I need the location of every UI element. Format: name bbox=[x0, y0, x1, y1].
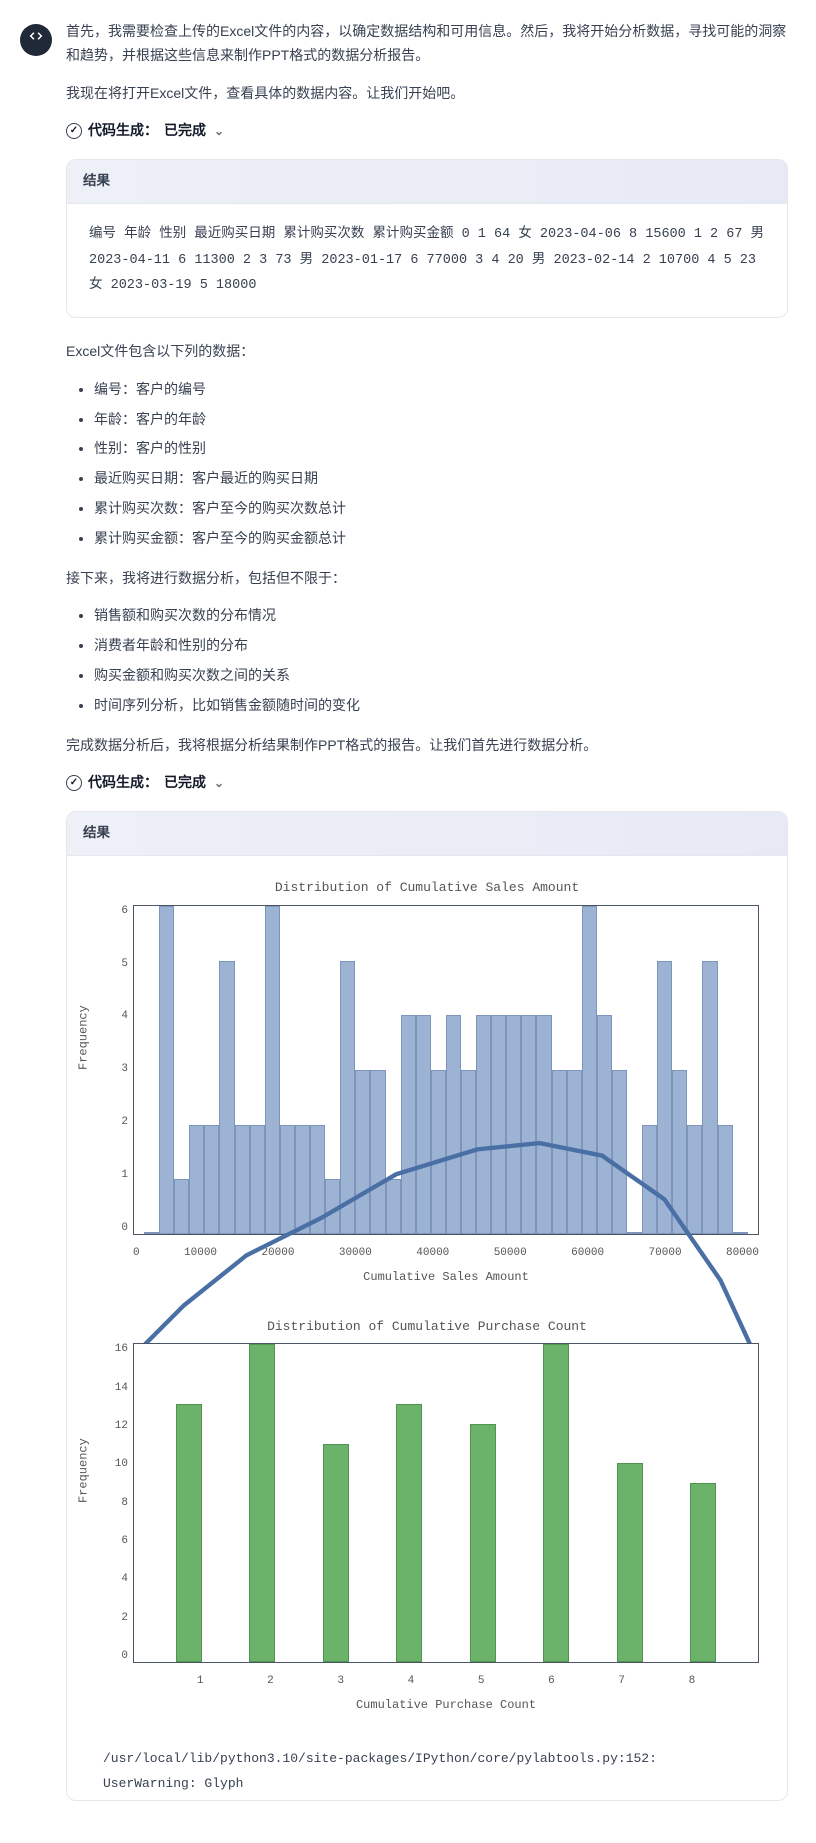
chart-bars bbox=[134, 906, 758, 1234]
list-item: 累计购买次数：客户至今的购买次数总计 bbox=[94, 497, 788, 521]
y-axis-ticks: 0246810121416 bbox=[94, 1344, 128, 1662]
codegen-done: 已完成 bbox=[164, 119, 206, 143]
chart-bars bbox=[134, 1344, 758, 1662]
y-axis-label: Frequency bbox=[73, 1005, 96, 1070]
check-icon: ✓ bbox=[66, 775, 82, 791]
list-item: 消费者年龄和性别的分布 bbox=[94, 634, 788, 658]
result-box-charts: 结果 Distribution of Cumulative Sales Amou… bbox=[66, 811, 788, 1801]
assistant-paragraph: 我现在将打开Excel文件，查看具体的数据内容。让我们开始吧。 bbox=[66, 82, 788, 106]
list-item: 年龄：客户的年龄 bbox=[94, 408, 788, 432]
result-header: 结果 bbox=[67, 160, 787, 204]
next-intro: 接下来，我将进行数据分析，包括但不限于： bbox=[66, 567, 788, 591]
codegen-status[interactable]: ✓ 代码生成： 已完成 ⌄ bbox=[66, 119, 788, 143]
list-item: 时间序列分析，比如销售金额随时间的变化 bbox=[94, 694, 788, 718]
codegen-label: 代码生成： bbox=[88, 119, 158, 143]
codegen-done: 已完成 bbox=[164, 771, 206, 795]
chart-plot-area: Frequency 0246810121416 bbox=[133, 1343, 759, 1663]
codegen-label: 代码生成： bbox=[88, 771, 158, 795]
chart-title: Distribution of Cumulative Sales Amount bbox=[81, 876, 773, 901]
y-axis-label: Frequency bbox=[73, 1438, 96, 1503]
closing-paragraph: 完成数据分析后，我将根据分析结果制作PPT格式的报告。让我们首先进行数据分析。 bbox=[66, 734, 788, 758]
result-box: 结果 编号 年龄 性别 最近购买日期 累计购买次数 累计购买金额 0 1 64 … bbox=[66, 159, 788, 318]
chevron-down-icon: ⌄ bbox=[214, 121, 224, 141]
x-axis-label: Cumulative Purchase Count bbox=[133, 1694, 759, 1717]
result-body: 编号 年龄 性别 最近购买日期 累计购买次数 累计购买金额 0 1 64 女 2… bbox=[67, 204, 787, 317]
assistant-avatar bbox=[20, 24, 52, 56]
codegen-status[interactable]: ✓ 代码生成： 已完成 ⌄ bbox=[66, 771, 788, 795]
result-header: 结果 bbox=[67, 812, 787, 856]
x-axis-ticks: 0100002000030000400005000060000700008000… bbox=[133, 1243, 759, 1264]
result-body-charts: Distribution of Cumulative Sales Amount … bbox=[67, 856, 787, 1800]
chart-plot-area: Frequency 0123456 bbox=[133, 905, 759, 1235]
columns-list: 编号：客户的编号年龄：客户的年龄性别：客户的性别最近购买日期：客户最近的购买日期… bbox=[66, 378, 788, 551]
list-item: 最近购买日期：客户最近的购买日期 bbox=[94, 467, 788, 491]
excel-intro: Excel文件包含以下列的数据： bbox=[66, 340, 788, 364]
y-axis-ticks: 0123456 bbox=[94, 906, 128, 1234]
analysis-list: 销售额和购买次数的分布情况消费者年龄和性别的分布购买金额和购买次数之间的关系时间… bbox=[66, 604, 788, 717]
chart-title: Distribution of Cumulative Purchase Coun… bbox=[81, 1315, 773, 1340]
list-item: 销售额和购买次数的分布情况 bbox=[94, 604, 788, 628]
x-axis-ticks: 12345678 bbox=[133, 1671, 759, 1692]
code-icon bbox=[27, 27, 45, 53]
chart-purchase-count: Distribution of Cumulative Purchase Coun… bbox=[81, 1309, 773, 1737]
x-axis-label: Cumulative Sales Amount bbox=[133, 1266, 759, 1289]
assistant-paragraph: 首先，我需要检查上传的Excel文件的内容，以确定数据结构和可用信息。然后，我将… bbox=[66, 20, 788, 68]
chevron-down-icon: ⌄ bbox=[214, 773, 224, 793]
list-item: 购买金额和购买次数之间的关系 bbox=[94, 664, 788, 688]
check-icon: ✓ bbox=[66, 123, 82, 139]
chart-sales-distribution: Distribution of Cumulative Sales Amount … bbox=[81, 870, 773, 1308]
list-item: 累计购买金额：客户至今的购买金额总计 bbox=[94, 527, 788, 551]
python-warning: /usr/local/lib/python3.10/site-packages/… bbox=[81, 1737, 773, 1796]
list-item: 性别：客户的性别 bbox=[94, 437, 788, 461]
list-item: 编号：客户的编号 bbox=[94, 378, 788, 402]
